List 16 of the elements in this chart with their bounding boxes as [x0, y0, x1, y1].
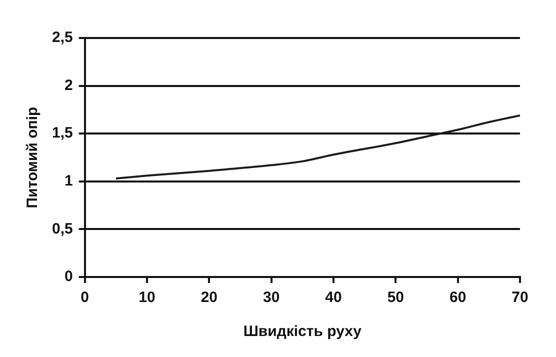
- x-tick-label: 20: [200, 289, 218, 306]
- x-tick-label: 10: [138, 289, 156, 306]
- y-tick-label: 0: [64, 268, 73, 286]
- y-tick-label: 0,5: [52, 220, 73, 238]
- x-tick-label: 0: [80, 289, 90, 306]
- y-tick-label: 1: [64, 172, 73, 190]
- x-axis-title: Швидкість руху: [243, 323, 362, 340]
- x-tick-label: 40: [325, 289, 342, 306]
- x-tick-label: 50: [387, 289, 404, 306]
- y-tick-label: 2,5: [52, 29, 73, 46]
- x-tick-label: 70: [512, 289, 528, 306]
- y-axis-title: Питомий опір: [24, 106, 42, 208]
- x-tick-label: 30: [263, 289, 280, 306]
- y-tick-label: 2: [64, 76, 73, 94]
- y-tick-label: 1,5: [52, 124, 73, 142]
- x-tick-label: 60: [449, 289, 466, 306]
